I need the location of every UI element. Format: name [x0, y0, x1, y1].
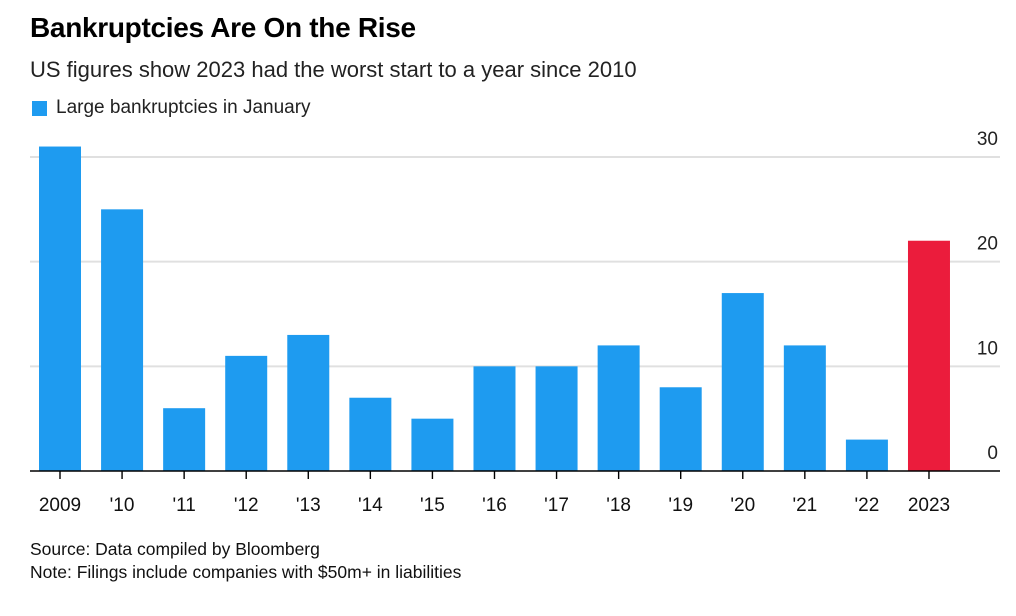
footnote: Note: Filings include companies with $50…	[30, 562, 462, 582]
y-tick-label: 20	[977, 234, 998, 255]
bar	[535, 366, 578, 471]
bar	[597, 345, 640, 471]
x-tick-label: '20	[730, 495, 755, 516]
x-tick-label: 2023	[908, 495, 950, 516]
bar	[721, 293, 764, 471]
x-tick-label: '18	[606, 495, 631, 516]
y-tick-label: 30	[977, 129, 998, 150]
bar	[101, 209, 144, 472]
bar	[349, 397, 392, 471]
bar	[473, 366, 516, 471]
y-tick-label: 10	[977, 338, 998, 359]
chart-subtitle: US figures show 2023 had the worst start…	[30, 57, 637, 82]
x-tick-label: '19	[668, 495, 693, 516]
x-tick-label: '21	[792, 495, 817, 516]
bar	[659, 387, 702, 471]
x-tick-label: '17	[544, 495, 569, 516]
x-tick-label: '22	[855, 495, 880, 516]
x-tick-label: '12	[234, 495, 259, 516]
bar	[411, 418, 454, 471]
bar	[225, 355, 268, 471]
x-tick-label: '10	[110, 495, 135, 516]
x-tick-label: '14	[358, 495, 383, 516]
x-tick-label: '11	[172, 495, 195, 516]
x-tick-label: 2009	[39, 495, 81, 516]
legend-swatch	[32, 100, 47, 116]
bar	[163, 408, 206, 471]
y-tick-label: 0	[987, 443, 998, 464]
chart-title: Bankruptcies Are On the Rise	[30, 12, 416, 43]
x-tick-label: '13	[296, 495, 321, 516]
bar	[845, 439, 888, 471]
chart-footer: Source: Data compiled by Bloomberg Note:…	[30, 538, 461, 584]
bar	[783, 345, 826, 471]
bar	[39, 146, 81, 472]
bar-highlight	[907, 240, 950, 471]
legend-label: Large bankruptcies in January	[56, 97, 311, 118]
bar	[287, 334, 330, 471]
source-note: Source: Data compiled by Bloomberg	[30, 539, 320, 559]
chart-legend: Large bankruptcies in January	[32, 97, 311, 119]
x-tick-label: '15	[420, 495, 445, 516]
x-tick-label: '16	[482, 495, 507, 516]
